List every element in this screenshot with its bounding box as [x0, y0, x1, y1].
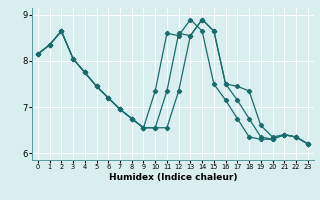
- X-axis label: Humidex (Indice chaleur): Humidex (Indice chaleur): [108, 173, 237, 182]
